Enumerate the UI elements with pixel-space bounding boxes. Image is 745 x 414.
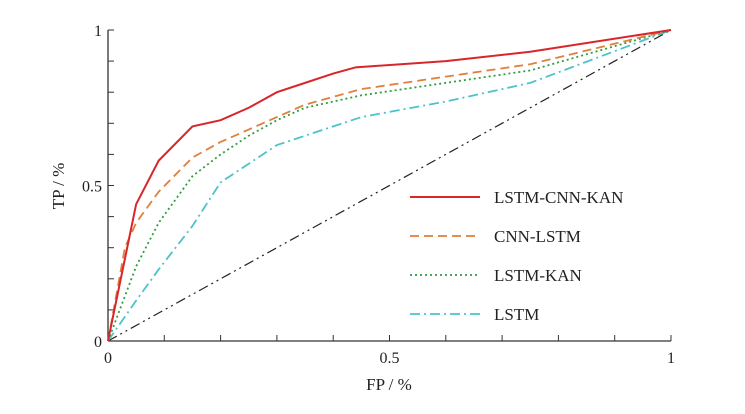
x-tick-label: 0: [104, 350, 112, 367]
y-tick-label: 0: [94, 334, 102, 351]
legend-label: LSTM-KAN: [494, 266, 582, 285]
y-tick-label: 1: [94, 23, 102, 40]
y-tick-label: 0.5: [82, 179, 102, 196]
series-line-lstm: [107, 29, 672, 342]
reference-diagonal: [107, 29, 672, 342]
series-line-cnn-lstm: [107, 29, 672, 342]
x-axis-label: FP / %: [366, 375, 412, 394]
x-tick-label: 1: [667, 350, 675, 367]
legend-label: LSTM-CNN-KAN: [494, 188, 623, 207]
series-line-lstm-kan: [107, 29, 672, 342]
legend-label: LSTM: [494, 305, 539, 324]
axes: 0 0.5 1 0 0.5 1: [82, 23, 675, 367]
x-tick-label: 0.5: [380, 350, 400, 367]
series-lines: [107, 29, 672, 342]
y-axis-label: TP / %: [49, 163, 68, 210]
series-line-lstm-cnn-kan: [107, 29, 672, 342]
legend-label: CNN-LSTM: [494, 227, 581, 246]
legend: LSTM-CNN-KAN CNN-LSTM LSTM-KAN LSTM: [410, 188, 623, 324]
